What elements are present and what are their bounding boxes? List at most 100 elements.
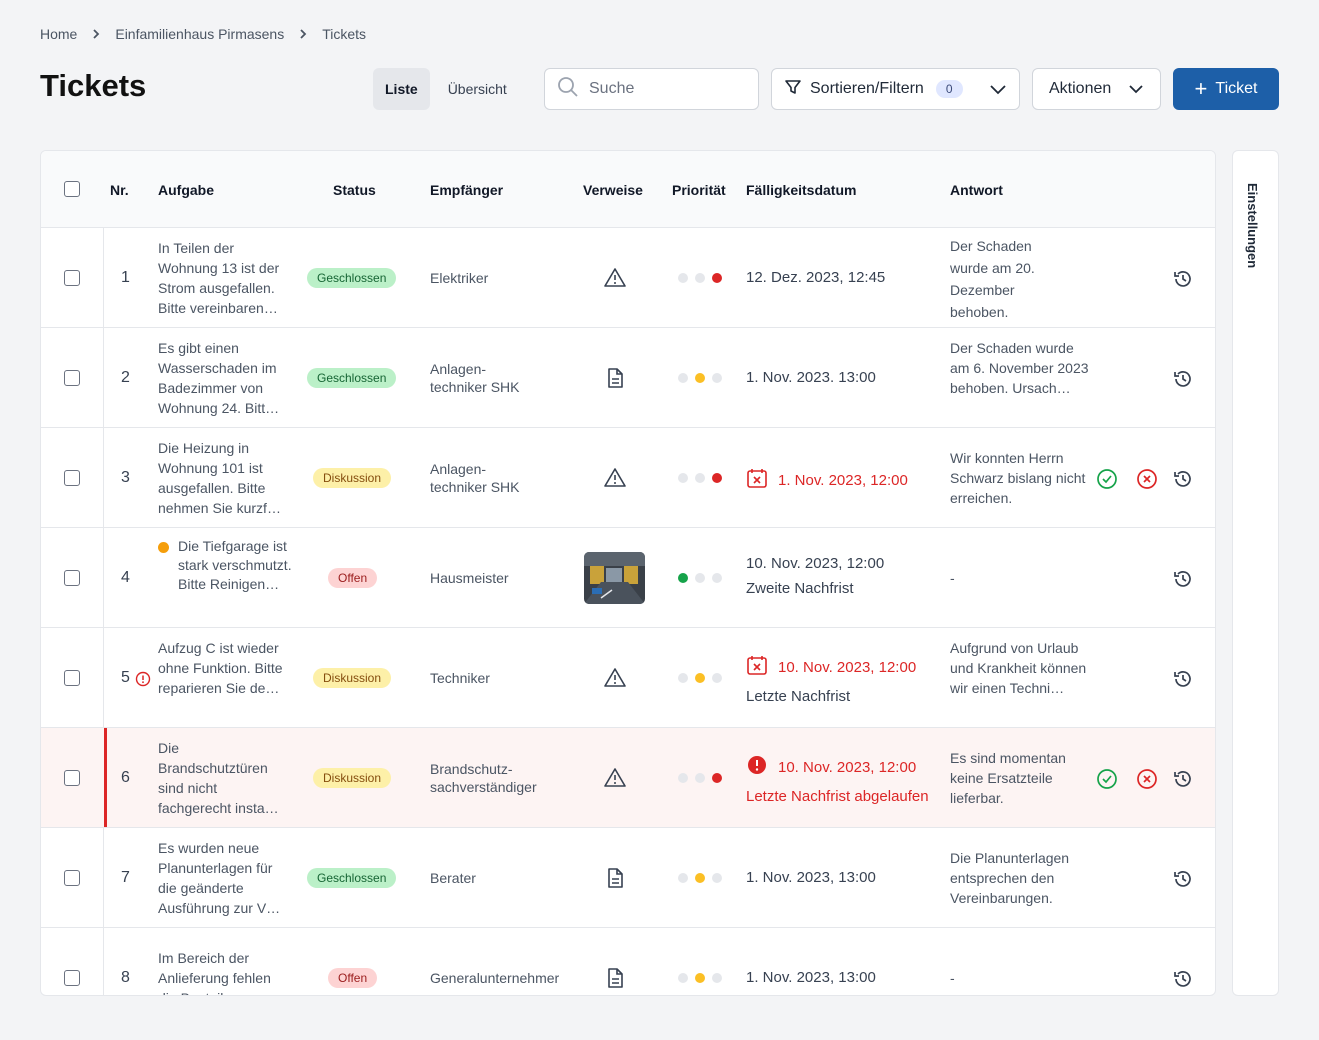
priority-indicator (678, 473, 722, 483)
document-icon[interactable] (603, 866, 627, 895)
row-task[interactable]: In Teilen der Wohnung 13 ist der Strom a… (158, 240, 280, 316)
chevron-down-icon (1128, 84, 1144, 94)
row-checkbox[interactable] (64, 870, 80, 886)
row-due: 1. Nov. 2023. 13:00 (746, 369, 876, 386)
breadcrumb-home[interactable]: Home (40, 26, 78, 42)
alert-filled-icon (746, 754, 778, 780)
chevron-right-icon (298, 28, 308, 40)
row-answer: Die Planunterlagen entsprechen den Verei… (950, 850, 1070, 906)
reject-icon[interactable] (1136, 468, 1158, 495)
row-due: 10. Nov. 2023, 12:00 Letzte Nachfrist ab… (746, 754, 929, 805)
unread-dot (158, 542, 169, 553)
document-icon[interactable] (603, 366, 627, 395)
status-badge: Geschlossen (307, 268, 397, 288)
row-checkbox[interactable] (64, 370, 80, 386)
history-icon[interactable] (1172, 468, 1194, 495)
history-icon[interactable] (1172, 768, 1194, 795)
history-icon[interactable] (1172, 268, 1194, 295)
status-badge: Geschlossen (307, 368, 397, 388)
col-due[interactable]: Fälligkeitsdatum (746, 182, 857, 198)
row-answer: Aufgrund von Urlaub und Krankheit können… (950, 640, 1087, 696)
row-task[interactable]: Aufzug C ist wieder ohne Funktion. Bitte… (158, 640, 283, 696)
calendar-x-icon (746, 654, 778, 680)
row-task[interactable]: Die Heizung in Wohnung 101 ist ausgefall… (158, 440, 281, 516)
row-recipient: Anlagen-techniker SHK (430, 461, 520, 495)
table-header: Nr. Aufgabe Status Empfänger Verweise Pr… (41, 151, 1215, 228)
sort-filter-button[interactable]: Sortieren/Filtern 0 (771, 68, 1020, 110)
tickets-table: Nr. Aufgabe Status Empfänger Verweise Pr… (40, 150, 1216, 996)
table-row[interactable]: 4 Die Tiefgarage ist stark verschmutzt. … (41, 528, 1215, 628)
row-due: 1. Nov. 2023, 12:00 (746, 467, 908, 493)
row-checkbox[interactable] (64, 470, 80, 486)
status-badge: Diskussion (313, 668, 392, 688)
table-row[interactable]: 3 Die Heizung in Wohnung 101 ist ausgefa… (41, 428, 1215, 528)
warning-icon[interactable] (603, 766, 627, 795)
row-task[interactable]: Die Brandschutztüren sind nicht fachgere… (158, 740, 279, 816)
accept-icon[interactable] (1096, 468, 1118, 495)
priority-indicator (678, 273, 722, 283)
filter-count-badge: 0 (935, 80, 963, 98)
table-row[interactable]: 7 Es wurden neue Planunterlagen für die … (41, 828, 1215, 928)
status-badge: Offen (328, 568, 378, 588)
filter-icon (784, 78, 802, 101)
actions-label: Aktionen (1049, 80, 1112, 97)
col-recipient[interactable]: Empfänger (430, 182, 504, 198)
col-refs[interactable]: Verweise (583, 182, 643, 198)
reference-image-thumbnail[interactable] (584, 552, 645, 604)
history-icon[interactable] (1172, 968, 1194, 995)
row-checkbox[interactable] (64, 770, 80, 786)
alert-circle-icon (135, 671, 151, 692)
row-task[interactable]: Es gibt einen Wasserschaden im Badezimme… (158, 340, 280, 416)
select-all-checkbox[interactable] (64, 181, 80, 197)
warning-icon[interactable] (603, 266, 627, 295)
overdue-marker (104, 728, 107, 827)
row-task[interactable]: Es wurden neue Planunterlagen für die ge… (158, 840, 281, 916)
row-answer: Der Schaden wurde am 6. November 2023 be… (950, 340, 1089, 396)
new-ticket-button[interactable]: + Ticket (1173, 68, 1279, 110)
row-actions (1096, 768, 1158, 795)
col-priority[interactable]: Priorität (672, 182, 726, 198)
col-task[interactable]: Aufgabe (158, 182, 214, 198)
row-checkbox[interactable] (64, 970, 80, 986)
row-due: 10. Nov. 2023, 12:00 Letzte Nachfrist (746, 654, 916, 705)
table-row[interactable]: 1 In Teilen der Wohnung 13 ist der Strom… (41, 228, 1215, 328)
row-recipient: Anlagen-techniker SHK (430, 361, 520, 395)
row-actions (1096, 468, 1158, 495)
row-recipient: Hausmeister (430, 570, 509, 586)
priority-indicator (678, 673, 722, 683)
col-status[interactable]: Status (333, 182, 376, 198)
row-recipient: Berater (430, 870, 476, 886)
view-list-button[interactable]: Liste (373, 68, 430, 110)
col-answer[interactable]: Antwort (950, 182, 1003, 198)
breadcrumb-project[interactable]: Einfamilienhaus Pirmasens (115, 26, 285, 42)
table-row[interactable]: 6 Die Brandschutztüren sind nicht fachge… (41, 728, 1215, 828)
col-nr[interactable]: Nr. (110, 182, 129, 198)
settings-panel[interactable]: Einstellungen (1232, 150, 1279, 996)
history-icon[interactable] (1172, 368, 1194, 395)
reject-icon[interactable] (1136, 768, 1158, 795)
row-checkbox[interactable] (64, 670, 80, 686)
history-icon[interactable] (1172, 868, 1194, 895)
table-row[interactable]: 2 Es gibt einen Wasserschaden im Badezim… (41, 328, 1215, 428)
actions-button[interactable]: Aktionen (1032, 68, 1161, 110)
accept-icon[interactable] (1096, 768, 1118, 795)
table-row[interactable]: 5 Aufzug C ist wieder ohne Funktion. Bit… (41, 628, 1215, 728)
search-box (544, 68, 759, 110)
view-overview-button[interactable]: Übersicht (447, 81, 507, 97)
row-checkbox[interactable] (64, 270, 80, 286)
history-icon[interactable] (1172, 668, 1194, 695)
row-checkbox[interactable] (64, 570, 80, 586)
row-recipient: Generalunternehmer (430, 970, 560, 986)
row-task[interactable]: Im Bereich der Anlieferung fehlen die Ba… (158, 950, 271, 995)
row-due: 12. Dez. 2023, 12:45 (746, 269, 886, 286)
priority-indicator (678, 973, 722, 983)
warning-icon[interactable] (603, 466, 627, 495)
warning-icon[interactable] (603, 666, 627, 695)
status-badge: Geschlossen (307, 868, 397, 888)
row-recipient: Brandschutz-sachverständiger (430, 761, 537, 795)
table-row[interactable]: 8 Im Bereich der Anlieferung fehlen die … (41, 928, 1215, 995)
row-task[interactable]: Die Tiefgarage ist stark verschmutzt. Bi… (158, 537, 298, 594)
document-icon[interactable] (603, 966, 627, 995)
search-input[interactable] (589, 80, 739, 98)
history-icon[interactable] (1172, 568, 1194, 595)
